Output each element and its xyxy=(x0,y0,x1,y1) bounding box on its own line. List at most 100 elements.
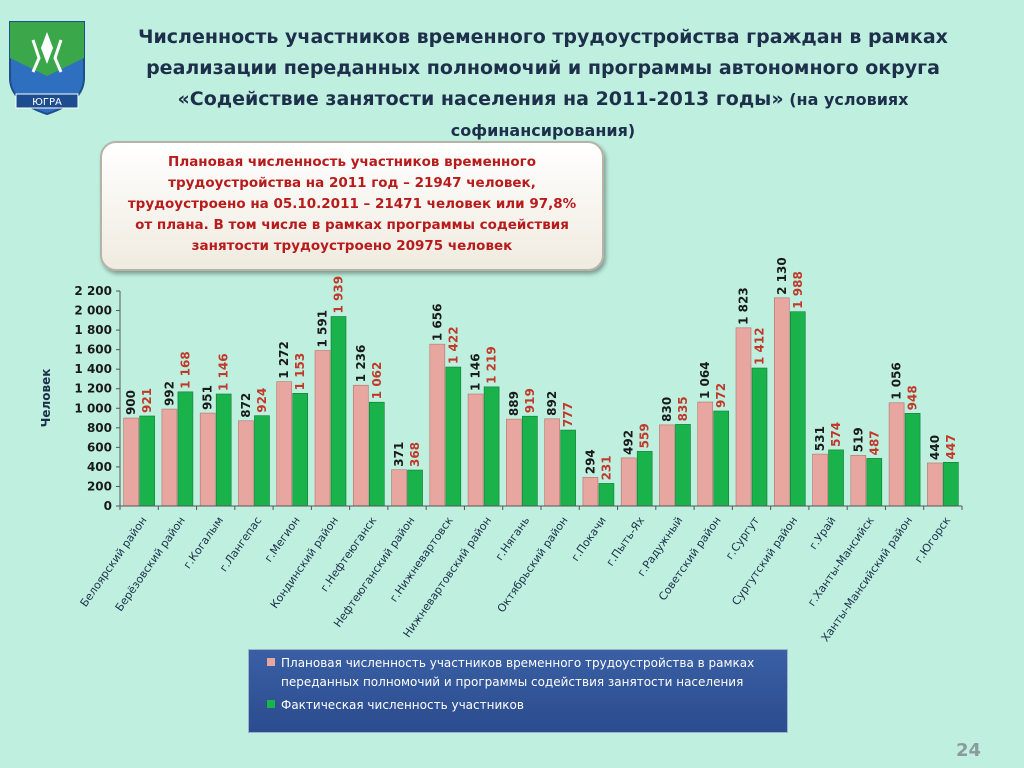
data-label-planned: 1 056 xyxy=(890,362,904,400)
data-label-planned: 519 xyxy=(851,427,865,452)
data-label-actual: 924 xyxy=(255,388,269,413)
bar-actual xyxy=(560,429,576,507)
y-tick-label: 0 xyxy=(104,499,112,513)
bar-actual xyxy=(139,415,155,507)
data-label-actual: 1 988 xyxy=(791,271,805,309)
bar-actual xyxy=(522,415,538,507)
x-category-label: г.Югорск xyxy=(912,514,953,565)
data-label-planned: 1 146 xyxy=(469,353,483,391)
data-label-actual: 1 422 xyxy=(446,326,460,364)
legend-label-actual: Фактическая численность участников xyxy=(281,698,524,712)
bar-actual xyxy=(483,386,500,507)
y-tick-label: 1 400 xyxy=(74,362,112,376)
bar-planned xyxy=(773,297,790,507)
data-label-planned: 294 xyxy=(583,449,597,474)
bar-planned xyxy=(620,457,637,507)
data-label-planned: 2 130 xyxy=(775,257,789,295)
data-label-planned: 1 236 xyxy=(354,345,368,383)
bar-planned xyxy=(506,418,522,507)
x-category-label: г.Ханты-Мансийск xyxy=(805,514,877,609)
bar-actual xyxy=(789,311,806,507)
data-label-actual: 777 xyxy=(561,402,575,427)
bar-planned xyxy=(391,469,407,507)
bar-actual xyxy=(598,483,615,507)
y-tick-label: 2 200 xyxy=(74,284,112,298)
bar-actual xyxy=(215,393,232,507)
data-label-actual: 487 xyxy=(867,430,881,455)
x-category-label: г.Нягань xyxy=(493,514,533,563)
bar-actual xyxy=(943,462,959,507)
legend-swatch-planned xyxy=(267,658,275,666)
data-label-planned: 830 xyxy=(660,397,674,422)
info-line-1: Плановая численность участников временно… xyxy=(168,154,536,170)
bar-actual xyxy=(407,469,423,507)
x-category-label: Берёзовский район xyxy=(113,514,188,614)
data-label-actual: 948 xyxy=(906,385,920,410)
y-tick-label: 2 000 xyxy=(74,304,112,318)
info-callout-text: Плановая численность участников временно… xyxy=(112,152,592,257)
bar-planned xyxy=(659,424,675,507)
page-number: 24 xyxy=(956,740,982,761)
bar-planned xyxy=(812,453,828,507)
info-line-4: от плана. В том числе в рамках программы… xyxy=(135,217,569,233)
bar-planned xyxy=(467,393,484,507)
title-line-4: софинансирования) xyxy=(450,121,636,140)
y-tick-label: 1 200 xyxy=(74,382,112,396)
y-tick-label: 200 xyxy=(87,479,112,493)
bar-actual xyxy=(636,451,653,507)
data-label-actual: 1 939 xyxy=(332,276,346,314)
info-line-3: трудоустроено на 05.10.2011 – 21471 чело… xyxy=(127,196,577,212)
data-label-planned: 1 272 xyxy=(277,341,291,379)
title-line-2: реализации переданных полномочий и прогр… xyxy=(146,57,940,79)
emblem-ribbon-text: ЮГРА xyxy=(32,97,62,108)
bar-actual xyxy=(675,424,691,507)
data-label-actual: 972 xyxy=(714,383,728,408)
x-category-label: г.Урай xyxy=(807,514,839,552)
data-label-actual: 1 146 xyxy=(217,353,231,391)
bar-planned xyxy=(199,412,216,507)
x-category-label: Октябрьский район xyxy=(495,514,571,615)
data-label-actual: 368 xyxy=(408,442,422,467)
emblem-logo: ЮГРА xyxy=(9,21,85,116)
data-label-actual: 921 xyxy=(140,388,154,413)
data-label-planned: 992 xyxy=(162,381,176,406)
data-label-planned: 872 xyxy=(239,393,253,418)
title-line-3: «Содействие занятости населения на 2011-… xyxy=(118,84,968,115)
bar-actual xyxy=(368,401,385,507)
legend-planned-line-1: Плановая численность участников временно… xyxy=(281,656,755,670)
bar-planned xyxy=(888,402,905,507)
bar-actual xyxy=(254,415,270,507)
title-line-1: Численность участников временного трудоу… xyxy=(138,26,948,48)
y-tick-label: 400 xyxy=(87,460,112,474)
bar-planned xyxy=(276,381,293,507)
data-label-planned: 1 656 xyxy=(430,304,444,342)
bar-actual xyxy=(904,413,921,507)
data-label-actual: 1 062 xyxy=(370,362,384,400)
bars xyxy=(123,297,959,507)
bar-actual xyxy=(828,449,844,507)
bar-planned xyxy=(123,417,139,507)
x-category-label: г.Пыть-Ях xyxy=(604,514,648,569)
bar-planned xyxy=(582,476,599,507)
data-label-planned: 492 xyxy=(622,430,636,455)
x-category-label: Кондинский район xyxy=(268,514,341,611)
data-label-planned: 951 xyxy=(201,385,215,410)
bar-planned xyxy=(429,343,446,507)
y-tick-label: 800 xyxy=(87,421,112,435)
data-label-planned: 1 064 xyxy=(698,361,712,399)
page-title: Численность участников временного трудоу… xyxy=(118,22,968,146)
data-label-planned: 1 591 xyxy=(316,310,330,348)
data-label-actual: 835 xyxy=(676,396,690,421)
data-label-actual: 1 168 xyxy=(178,351,192,389)
title-line-3-tail: (на условиях xyxy=(783,90,909,109)
x-category-label: г.Мегион xyxy=(262,514,303,564)
y-tick-label: 1 800 xyxy=(74,323,112,337)
y-axis-title: Человек xyxy=(39,369,53,428)
bar-actual xyxy=(713,410,730,507)
bar-actual xyxy=(177,391,194,507)
data-label-actual: 1 219 xyxy=(485,346,499,384)
data-label-planned: 371 xyxy=(392,442,406,467)
